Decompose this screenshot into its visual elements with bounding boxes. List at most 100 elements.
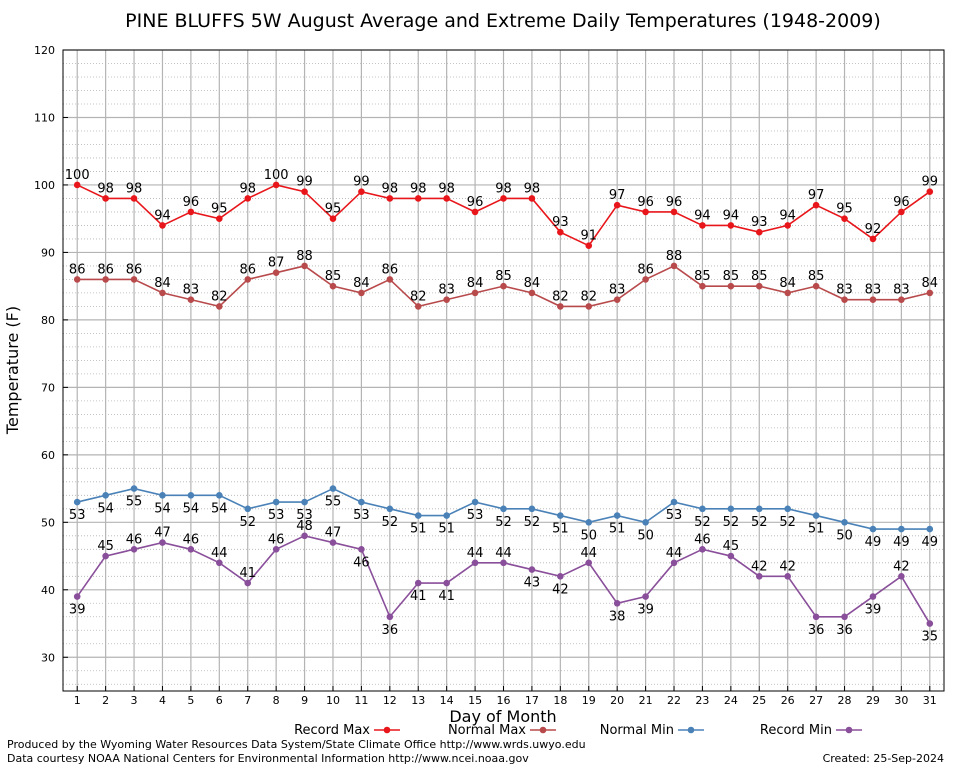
normal-min-data-label: 52 (723, 515, 740, 530)
x-tick-label: 10 (326, 694, 340, 707)
record-max-point (329, 215, 337, 222)
legend-marker-record-min (845, 726, 853, 734)
normal-min-point (216, 492, 223, 499)
normal-min-point (358, 498, 365, 506)
normal-max-point (187, 296, 195, 303)
record-min-point (898, 572, 905, 580)
normal-max-point (414, 303, 422, 310)
normal-max-data-label: 82 (580, 289, 597, 304)
normal-min-data-label: 53 (353, 508, 370, 523)
x-tick-label: 5 (187, 694, 194, 707)
normal-min-point (159, 492, 166, 499)
record-max-point (130, 195, 138, 202)
x-tick-label: 4 (159, 694, 166, 707)
record-max-data-label: 95 (325, 202, 342, 217)
normal-max-data-label: 84 (922, 276, 939, 291)
normal-min-point (500, 505, 507, 513)
record-max-data-label: 95 (836, 202, 853, 217)
record-max-data-label: 98 (524, 181, 541, 196)
x-tick-label: 9 (301, 694, 308, 707)
record-max-point (926, 188, 934, 195)
record-max-point (386, 195, 394, 202)
normal-max-data-label: 87 (268, 256, 285, 271)
normal-min-data-label: 52 (694, 515, 711, 530)
normal-max-data-label: 82 (552, 289, 569, 304)
record-min-point (102, 552, 109, 560)
record-max-point (784, 222, 791, 229)
record-min-point (585, 559, 593, 567)
record-min-data-label: 46 (694, 532, 711, 547)
normal-min-point (187, 492, 195, 499)
normal-max-data-label: 86 (69, 262, 86, 277)
record-max-point (727, 222, 735, 229)
normal-max-point (755, 282, 763, 290)
normal-max-point (585, 303, 593, 310)
record-min-point (159, 539, 166, 546)
record-max-point (244, 195, 252, 202)
record-min-point (557, 572, 564, 580)
normal-min-point (301, 498, 308, 506)
normal-min-data-label: 53 (467, 508, 484, 523)
y-tick-label: 110 (34, 111, 55, 124)
record-max-data-label: 98 (495, 181, 512, 196)
normal-min-point (670, 498, 678, 506)
record-max-data-label: 98 (410, 181, 427, 196)
record-min-data-label: 48 (296, 519, 313, 534)
x-tick-label: 13 (411, 694, 425, 707)
x-tick-label: 28 (838, 694, 852, 707)
normal-max-point (926, 289, 934, 297)
normal-max-data-label: 86 (239, 262, 256, 277)
x-tick-label: 20 (610, 694, 624, 707)
normal-max-data-label: 85 (723, 269, 740, 284)
record-min-data-label: 42 (552, 582, 569, 597)
normal-max-point (528, 289, 536, 297)
normal-max-data-label: 88 (296, 249, 313, 264)
y-tick-label: 30 (41, 651, 55, 664)
normal-min-point (869, 525, 877, 533)
record-max-point (898, 208, 905, 216)
normal-max-data-label: 86 (382, 262, 399, 277)
record-max-point (471, 208, 479, 216)
record-max-data-label: 97 (609, 188, 626, 203)
normal-max-point (613, 296, 621, 303)
record-max-point (670, 208, 678, 216)
record-min-point (784, 572, 791, 580)
normal-min-point (386, 505, 394, 513)
record-max-point (869, 235, 877, 243)
normal-max-data-label: 83 (865, 283, 882, 298)
normal-min-data-label: 50 (836, 528, 853, 543)
normal-min-data-label: 49 (893, 535, 910, 550)
normal-max-point (869, 296, 877, 303)
normal-min-data-label: 52 (495, 515, 512, 530)
normal-max-point (557, 303, 564, 310)
normal-min-data-label: 50 (637, 528, 654, 543)
normal-min-point (613, 512, 621, 519)
record-min-data-label: 45 (97, 539, 114, 554)
record-max-point (272, 181, 280, 189)
record-min-data-label: 41 (410, 589, 427, 604)
normal-max-point (216, 303, 223, 310)
normal-max-point (898, 296, 905, 303)
record-min-data-label: 36 (382, 623, 399, 638)
normal-max-data-label: 85 (808, 269, 825, 284)
normal-max-data-label: 82 (410, 289, 427, 304)
x-tick-label: 6 (216, 694, 223, 707)
normal-min-data-label: 53 (666, 508, 683, 523)
record-min-point (727, 552, 735, 560)
x-tick-label: 29 (866, 694, 880, 707)
record-max-data-label: 94 (694, 208, 711, 223)
record-max-point (585, 242, 593, 249)
normal-min-point (471, 498, 479, 506)
record-min-data-label: 46 (126, 532, 143, 547)
record-max-data-label: 100 (264, 168, 289, 183)
x-tick-label: 14 (440, 694, 454, 707)
record-max-point (500, 195, 507, 202)
x-tick-label: 17 (525, 694, 539, 707)
x-tick-label: 8 (273, 694, 280, 707)
normal-min-data-label: 49 (922, 535, 939, 550)
normal-max-data-label: 85 (495, 269, 512, 284)
normal-min-data-label: 50 (580, 528, 597, 543)
x-tick-label: 12 (383, 694, 397, 707)
normal-min-point (414, 512, 422, 519)
